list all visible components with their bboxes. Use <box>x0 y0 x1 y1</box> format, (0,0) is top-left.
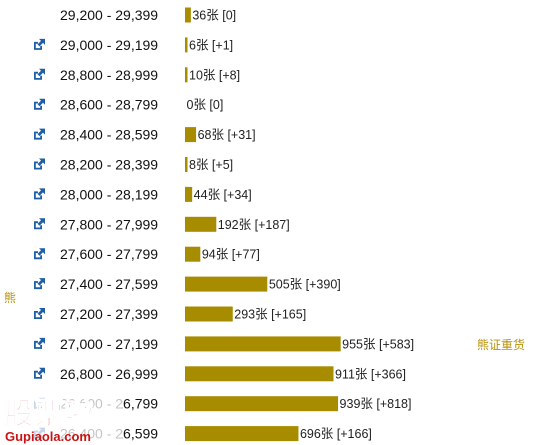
data-label: 192张 [+187] <box>218 217 290 232</box>
price-range-label: 28,400 - 28,599 <box>60 127 158 143</box>
external-link-icon-box <box>34 101 42 110</box>
external-link-icon-arrow <box>37 68 45 77</box>
external-link-icon-box <box>34 71 42 80</box>
table-row: 28,200 - 28,399 8张 [+5] <box>34 157 233 173</box>
external-link-icon[interactable] <box>34 128 45 140</box>
table-row: 28,800 - 28,999 10张 [+8] <box>34 67 240 83</box>
external-link-icon-box <box>34 370 42 379</box>
external-link-icon[interactable] <box>34 337 45 349</box>
external-link-icon-arrow <box>37 248 45 256</box>
bar <box>185 216 217 232</box>
external-link-icon[interactable] <box>34 158 45 170</box>
data-label: 10张 [+8] <box>189 67 240 82</box>
table-row: 28,400 - 28,599 68张 [+31] <box>34 127 256 143</box>
external-link-icon-arrow <box>37 98 45 107</box>
table-row: 26,800 - 26,999 911张 [+366] <box>34 366 406 382</box>
external-link-icon-box <box>34 131 42 140</box>
watermark-domain: Gupiaola.com <box>5 429 91 444</box>
price-range-label: 28,600 - 28,799 <box>60 97 158 113</box>
external-link-icon[interactable] <box>34 367 45 379</box>
price-range-label: 28,200 - 28,399 <box>60 157 158 173</box>
bar <box>185 246 201 262</box>
external-link-icon-arrow <box>37 38 45 47</box>
watermark-backdrop <box>0 392 122 445</box>
external-link-icon-arrow <box>37 158 45 166</box>
table-row: 27,000 - 27,199 955张 [+583] <box>34 336 414 352</box>
bar <box>185 306 233 322</box>
bar <box>185 276 268 292</box>
price-range-label: 29,200 - 29,399 <box>60 7 158 23</box>
table-row: 27,200 - 27,399 293张 [+165] <box>34 306 306 322</box>
bar <box>185 67 188 83</box>
bar <box>185 37 188 53</box>
external-link-icon-box <box>34 251 42 260</box>
price-range-label: 27,800 - 27,999 <box>60 216 158 232</box>
bar <box>185 426 299 442</box>
external-link-icon-box <box>34 311 42 319</box>
table-row: 27,800 - 27,999 192张 [+187] <box>34 216 290 232</box>
price-range-label: 29,000 - 29,199 <box>60 37 158 53</box>
table-row: 27,600 - 27,799 94张 [+77] <box>34 246 260 262</box>
data-label: 36张 [0] <box>192 8 236 23</box>
table-row: 29,200 - 29,399 36张 [0] <box>60 7 236 23</box>
external-link-icon-box <box>34 191 42 200</box>
watermark-name: 股票啦 <box>4 397 94 432</box>
data-label: 8张 [+5] <box>189 157 233 172</box>
data-label: 6张 [+1] <box>189 37 233 52</box>
table-row: 28,000 - 28,199 44张 [+34] <box>34 186 252 202</box>
annotation-label: 熊证重货 <box>477 337 525 352</box>
external-link-icon-arrow <box>37 308 45 316</box>
external-link-icon-arrow <box>37 188 45 196</box>
data-label: 505张 [+390] <box>269 277 341 292</box>
external-link-icon[interactable] <box>34 38 45 50</box>
external-link-icon-arrow <box>37 337 45 346</box>
data-label: 68张 [+31] <box>198 127 256 142</box>
price-range-label: 27,400 - 27,599 <box>60 276 158 292</box>
bar <box>185 336 341 352</box>
table-row: 27,400 - 27,599 505张 [+390] <box>34 276 341 292</box>
bar <box>185 127 197 143</box>
external-link-icon-arrow <box>37 218 45 226</box>
data-label: 955张 [+583] <box>342 336 414 351</box>
external-link-icon[interactable] <box>34 188 45 200</box>
price-range-label: 28,000 - 28,199 <box>60 186 158 202</box>
external-link-icon[interactable] <box>34 248 45 260</box>
bar <box>185 396 339 412</box>
external-link-icon-box <box>34 281 42 290</box>
chart-rows: 29,200 - 29,399 36张 [0] 29,000 - 29,199 6张 … <box>34 7 414 442</box>
price-range-label: 26,800 - 26,999 <box>60 366 158 382</box>
data-label: 94张 [+77] <box>202 247 260 262</box>
external-link-icon-box <box>34 340 42 349</box>
bar <box>185 157 188 172</box>
bar <box>185 186 193 202</box>
external-link-icon[interactable] <box>34 98 45 110</box>
data-label: 0张 [0] <box>187 97 224 112</box>
data-label: 939张 [+818] <box>340 396 412 411</box>
price-range-label: 27,600 - 27,799 <box>60 246 158 262</box>
table-row: 28,600 - 28,799 0张 [0] <box>34 97 223 113</box>
data-label: 696张 [+166] <box>300 426 372 441</box>
table-row: 29,000 - 29,199 6张 [+1] <box>34 37 233 53</box>
bar <box>185 366 334 382</box>
external-link-icon[interactable] <box>34 278 45 290</box>
price-range-label: 27,000 - 27,199 <box>60 336 158 352</box>
external-link-icon[interactable] <box>34 68 45 80</box>
external-link-icon-arrow <box>37 278 45 286</box>
external-link-icon-box <box>34 221 42 230</box>
external-link-icon-box <box>34 161 42 170</box>
external-link-icon[interactable] <box>34 308 45 319</box>
external-link-icon[interactable] <box>34 218 45 230</box>
data-label: 911张 [+366] <box>335 366 406 381</box>
price-range-label: 27,200 - 27,399 <box>60 306 158 322</box>
external-link-icon-box <box>34 41 42 50</box>
side-label: 熊 <box>4 290 16 305</box>
external-link-icon-arrow <box>37 367 45 376</box>
price-range-label: 28,800 - 28,999 <box>60 67 158 83</box>
external-link-icon-arrow <box>37 128 45 137</box>
data-label: 293张 [+165] <box>234 307 306 322</box>
data-label: 44张 [+34] <box>194 187 252 202</box>
watermark-logo: 股票啦 Gupiaola.com <box>0 392 122 445</box>
bar <box>185 7 191 23</box>
